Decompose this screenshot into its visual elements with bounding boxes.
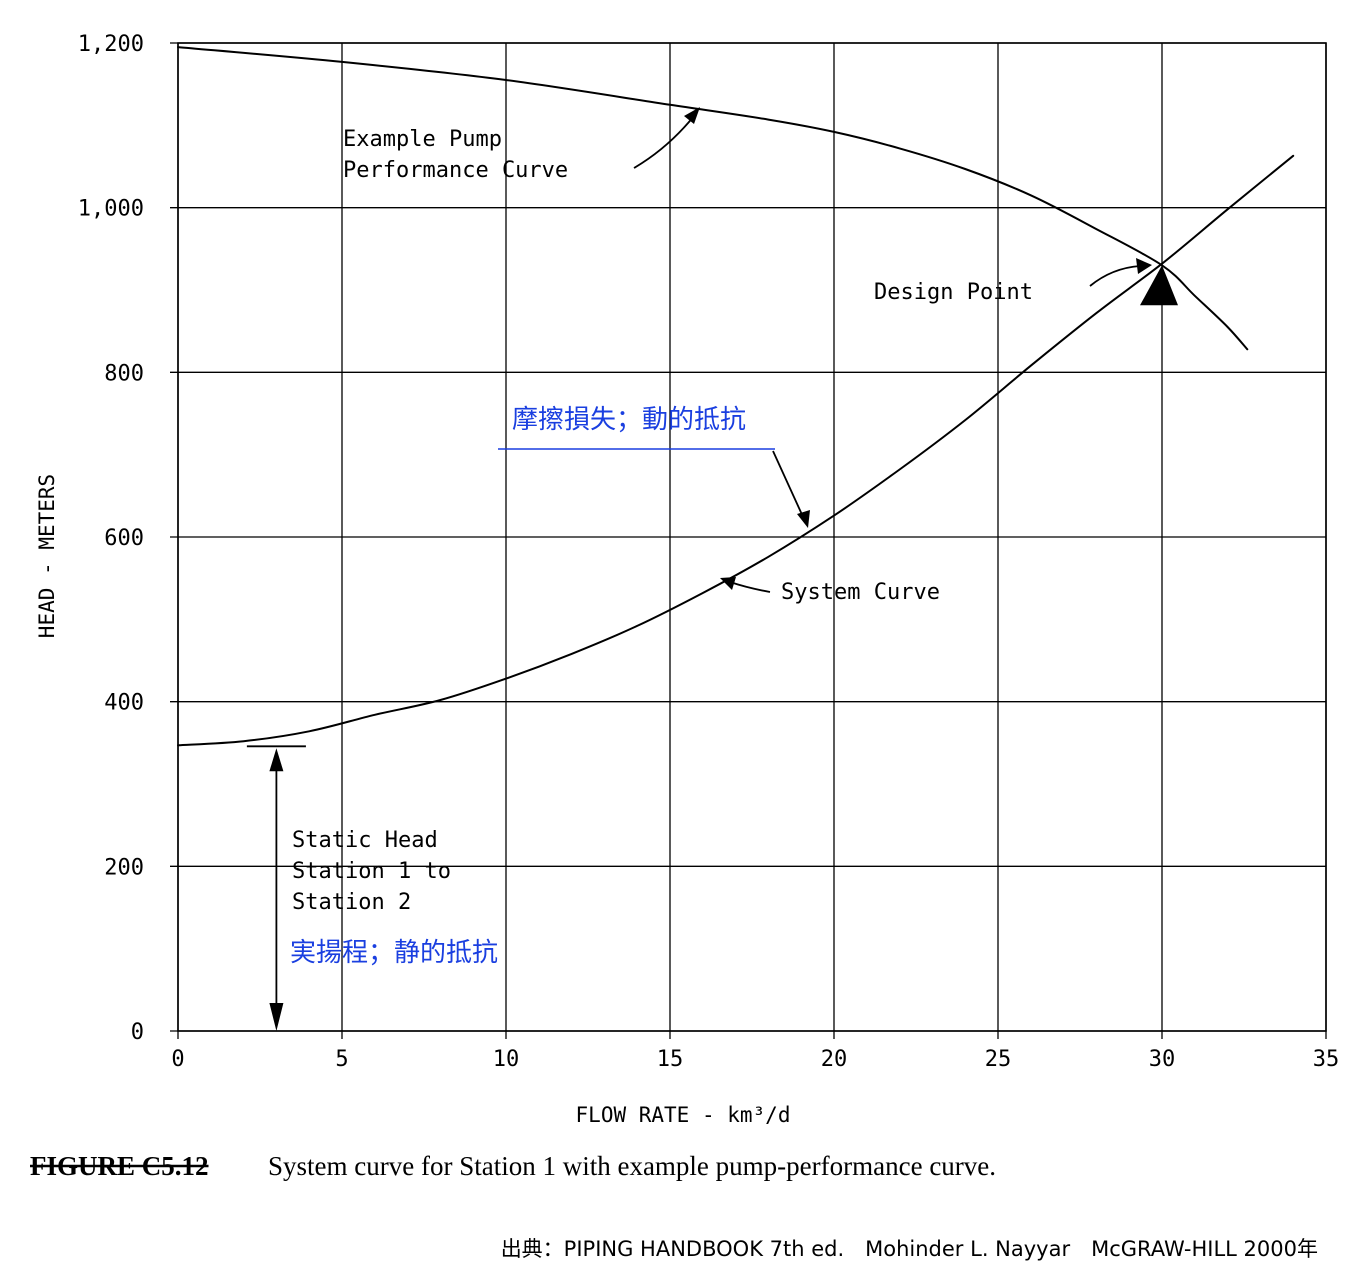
friction-loss-pointer-head xyxy=(797,510,810,528)
x-tick-label: 35 xyxy=(1313,1047,1340,1072)
system-curve xyxy=(177,154,1295,747)
system-curve-label: System Curve xyxy=(781,580,940,605)
pump-curve-label-line2: Performance Curve xyxy=(343,158,568,183)
system-curve-pointer-head xyxy=(720,577,736,590)
static-head-arrow-bottom xyxy=(269,1003,284,1031)
x-tick-label: 25 xyxy=(985,1047,1012,1072)
x-tick-label: 10 xyxy=(493,1047,520,1072)
x-tick-label: 15 xyxy=(657,1047,684,1072)
design-point-label: Design Point xyxy=(874,280,1033,305)
plot-border xyxy=(177,42,1327,1032)
x-tick-label: 5 xyxy=(335,1047,348,1072)
source-citation: 出典：PIPING HANDBOOK 7th ed. Mohinder L. N… xyxy=(501,1237,1318,1261)
static-head-label-line2: Station 1 to xyxy=(292,859,451,884)
friction-loss-pointer-arrow xyxy=(772,450,805,520)
y-tick-label: 200 xyxy=(104,855,144,880)
static-head-label-line1: Static Head xyxy=(292,828,438,853)
y-tick-label: 0 xyxy=(131,1020,144,1045)
system-curve-pointer-arrow xyxy=(729,581,771,593)
chart-grid xyxy=(170,42,1327,1039)
y-tick-label: 800 xyxy=(104,361,144,386)
y-axis-label: HEAD - METERS xyxy=(35,474,59,638)
x-axis-label: FLOW RATE - km³/d xyxy=(576,1103,791,1127)
chart-series xyxy=(177,46,1295,747)
friction-loss-jp-label: 摩擦損失；動的抵抗 xyxy=(512,405,746,435)
x-tick-label: 20 xyxy=(821,1047,848,1072)
x-tick-label: 30 xyxy=(1149,1047,1176,1072)
static-head-jp-label: 実揚程；静的抵抗 xyxy=(290,938,498,968)
static-head-arrow-top xyxy=(269,748,284,772)
x-tick-label: 0 xyxy=(171,1047,184,1072)
pump-curve-pointer-head xyxy=(684,107,700,124)
y-tick-label: 1,200 xyxy=(78,32,144,57)
y-tick-label: 400 xyxy=(104,691,144,716)
design-point-pointer-arrow xyxy=(1089,265,1141,287)
design-point-marker xyxy=(1140,265,1178,306)
pump-curve-label-line1: Example Pump xyxy=(343,127,502,152)
static-head-label-line3: Station 2 xyxy=(292,890,411,915)
y-tick-label: 600 xyxy=(104,526,144,551)
pump-curve-pointer-arrow xyxy=(633,115,695,169)
figure-caption-text: System curve for Station 1 with example … xyxy=(268,1151,996,1181)
design-point-pointer-head xyxy=(1136,258,1152,274)
axis-ticks: 0 5 10 15 20 25 30 35 0 200 400 600 800 1,000 1,200 xyxy=(78,32,1339,1072)
y-tick-label: 1,000 xyxy=(78,197,144,222)
pump-performance-curve xyxy=(177,46,1249,351)
